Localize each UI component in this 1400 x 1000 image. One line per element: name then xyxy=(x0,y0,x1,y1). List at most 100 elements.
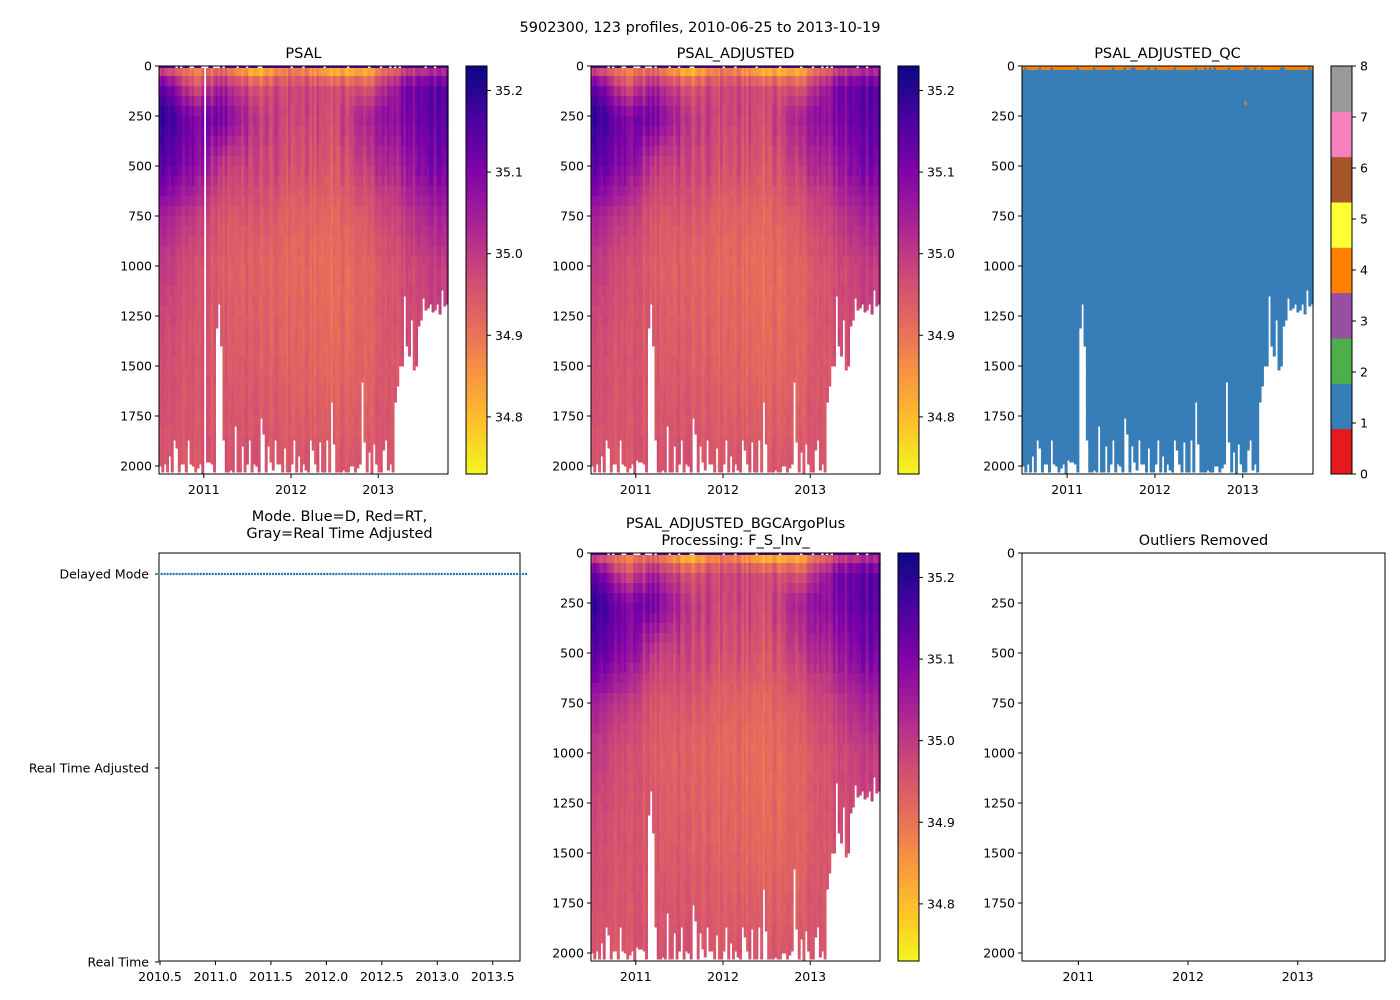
colorbar-segment xyxy=(466,78,487,83)
heatmap-cell xyxy=(269,456,273,463)
heatmap-cell xyxy=(201,166,205,177)
heatmap-cell xyxy=(182,246,186,257)
heatmap-cell xyxy=(191,306,195,317)
heatmap-cell xyxy=(198,406,202,417)
heatmap-cell xyxy=(264,66,268,68)
heatmap-cell xyxy=(166,366,169,377)
heatmap-cell xyxy=(278,66,282,68)
heatmap-cell xyxy=(173,396,177,407)
heatmap-cell xyxy=(182,106,186,117)
heatmap-cell xyxy=(213,456,216,467)
heatmap-cell xyxy=(231,156,235,167)
heatmap-cell xyxy=(215,286,219,297)
heatmap-cell xyxy=(168,436,172,447)
heatmap-cell xyxy=(194,266,198,277)
heatmap-cell xyxy=(238,336,242,347)
heatmap-cell xyxy=(328,456,332,467)
heatmap-cell xyxy=(175,256,179,267)
heatmap-cell xyxy=(255,376,259,387)
heatmap-cell xyxy=(285,376,289,387)
heatmap-cell xyxy=(257,266,261,277)
heatmap-cell xyxy=(182,276,186,287)
heatmap-cell xyxy=(198,106,202,117)
heatmap-cell xyxy=(198,346,202,357)
heatmap-cell xyxy=(593,466,597,473)
heatmap-cell xyxy=(222,386,226,397)
heatmap-cell xyxy=(189,76,193,87)
heatmap-cell xyxy=(245,396,249,407)
heatmap-cell xyxy=(238,216,242,227)
heatmap-cell xyxy=(191,146,195,157)
heatmap-cell xyxy=(278,456,282,465)
heatmap-cell xyxy=(243,156,247,167)
heatmap-cell xyxy=(229,66,233,68)
heatmap-cell xyxy=(184,296,188,307)
heatmap-cell xyxy=(379,466,383,473)
heatmap-cell xyxy=(290,226,294,237)
heatmap-cell xyxy=(260,156,263,167)
heatmap-cell xyxy=(278,116,282,127)
heatmap-cell xyxy=(166,376,169,387)
heatmap-cell xyxy=(252,276,256,287)
heatmap-cell xyxy=(194,286,198,297)
heatmap-cell xyxy=(285,286,289,297)
heatmap-cell xyxy=(180,456,184,465)
heatmap-cell xyxy=(285,166,289,177)
heatmap-cell xyxy=(213,86,216,97)
heatmap-cell xyxy=(243,416,247,427)
heatmap-cell xyxy=(290,196,294,207)
heatmap-cell xyxy=(168,446,172,457)
figure-suptitle: 5902300, 123 profiles, 2010-06-25 to 201… xyxy=(520,20,881,36)
heatmap-cell xyxy=(159,186,162,197)
heatmap-cell xyxy=(180,86,184,97)
heatmap-cell xyxy=(196,216,200,227)
heatmap-cell xyxy=(276,216,280,227)
heatmap-cell xyxy=(278,86,282,97)
colorbar-segment xyxy=(466,335,487,340)
heatmap-cell xyxy=(262,386,266,397)
heatmap-cell xyxy=(189,266,193,277)
heatmap-cell xyxy=(260,216,263,227)
heatmap-cell xyxy=(161,336,165,347)
heatmap-cell xyxy=(231,336,235,347)
colorbar-segment xyxy=(466,355,487,361)
heatmap-cell xyxy=(295,466,299,473)
heatmap-cell xyxy=(278,416,282,427)
heatmap-cell xyxy=(201,316,205,327)
heatmap-cell xyxy=(201,236,205,247)
heatmap-cell xyxy=(245,206,249,217)
heatmap-cell xyxy=(205,206,209,217)
heatmap-cell xyxy=(163,326,167,337)
heatmap-cell xyxy=(243,266,247,277)
heatmap-cell xyxy=(262,286,266,297)
heatmap-cell xyxy=(243,126,247,137)
heatmap-cell xyxy=(175,156,179,167)
heatmap-cell xyxy=(241,246,245,257)
heatmap-cell xyxy=(276,156,280,167)
heatmap-cell xyxy=(328,406,332,417)
heatmap-cell xyxy=(198,306,202,317)
heatmap-cell xyxy=(250,186,254,197)
heatmap-cell xyxy=(229,416,233,427)
heatmap-cell xyxy=(269,336,273,347)
heatmap-cell xyxy=(215,166,219,177)
heatmap-cell xyxy=(224,376,228,387)
heatmap-cell xyxy=(227,406,231,417)
heatmap-cell xyxy=(224,446,228,457)
heatmap-cell xyxy=(264,396,268,407)
heatmap-cell xyxy=(224,466,228,473)
heatmap-cell xyxy=(227,246,231,257)
heatmap-cell xyxy=(234,416,238,427)
heatmap-cell xyxy=(262,396,266,407)
heatmap-cell xyxy=(201,376,205,387)
heatmap-cell xyxy=(255,416,259,427)
heatmap-cell xyxy=(205,256,209,267)
heatmap-cell xyxy=(189,276,193,287)
heatmap-cell xyxy=(250,416,254,427)
heatmap-cell xyxy=(170,426,174,437)
heatmap-cell xyxy=(290,86,294,97)
heatmap-cell xyxy=(262,206,266,217)
heatmap-cell xyxy=(191,376,195,387)
heatmap-cell xyxy=(173,86,177,97)
heatmap-cell xyxy=(217,186,221,197)
